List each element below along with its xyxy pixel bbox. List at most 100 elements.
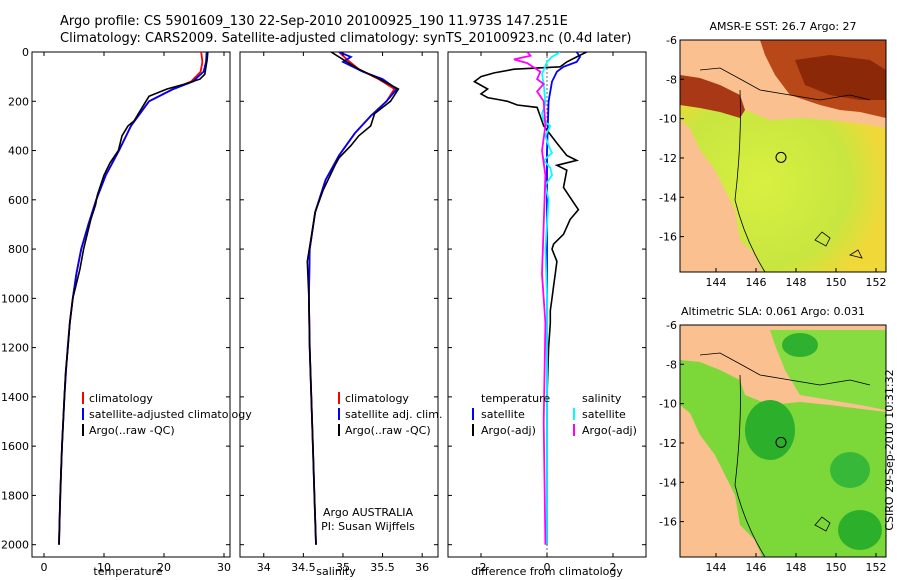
- x-tick-label: 0: [544, 561, 551, 574]
- temperature-legend: climatology satellite-adjusted climatolo…: [82, 392, 252, 437]
- series-temperature-satellite: [546, 52, 582, 545]
- sst-ocean: [680, 75, 886, 272]
- x-tick-label: 0: [41, 561, 48, 574]
- series-climatology: [307, 52, 396, 545]
- sst-islands: [814, 231, 863, 259]
- legend-label-temp-satellite: satellite: [481, 408, 525, 421]
- legend-label-argo: Argo(..raw -QC): [345, 424, 431, 437]
- legend-label-sal-satellite: satellite: [582, 408, 626, 421]
- series-satellite-adj-clim: [307, 52, 399, 545]
- sst-warm-coastal: [680, 75, 745, 118]
- map-y-tick-label: -14: [659, 191, 677, 204]
- sla-coastline-west: [734, 374, 766, 557]
- map-y-tick-label: -16: [659, 516, 677, 529]
- sla-profile-marker: [775, 436, 787, 448]
- map-y-tick-label: -6: [666, 34, 677, 47]
- legend-swatch-sal-argo: [573, 424, 575, 436]
- map-y-tick-label: -12: [659, 152, 677, 165]
- y-tick-label: 600: [8, 194, 29, 207]
- sla-high-blob-north: [782, 333, 818, 357]
- sla-map-title: Altimetric SLA: 0.061 Argo: 0.031: [681, 305, 865, 318]
- sst-hot-core: [795, 55, 886, 100]
- map-x-tick-label: 152: [866, 276, 887, 289]
- map-y-tick-label: -10: [659, 113, 677, 126]
- x-tick-label: 35: [336, 561, 350, 574]
- sla-islands: [814, 516, 831, 532]
- legend-label-climatology: climatology: [89, 392, 153, 405]
- series-salinity-argo-adj: [513, 52, 547, 545]
- sst-map-axes: [679, 39, 887, 273]
- legend-swatch-temp-satellite: [472, 408, 474, 420]
- sla-high-blob-center: [745, 400, 795, 460]
- legend-title-temperature: temperature: [481, 392, 550, 405]
- x-tick-label: 10: [97, 561, 111, 574]
- pi-label: PI: Susan Wijffels: [321, 520, 415, 533]
- x-tick-label: 30: [217, 561, 231, 574]
- difference-legend: temperature satellite Argo(-adj) salinit…: [472, 392, 637, 437]
- x-tick-label: -2: [476, 561, 487, 574]
- series-temperature-argo-adj: [472, 52, 587, 545]
- x-tick-label: 34: [257, 561, 271, 574]
- y-tick-label: 400: [8, 145, 29, 158]
- legend-title-salinity: salinity: [582, 392, 622, 405]
- sla-coastline-north: [699, 352, 871, 386]
- map-x-tick-label: 146: [746, 561, 767, 574]
- legend-swatch-argo: [338, 424, 340, 436]
- sla-high-blob-east: [830, 452, 870, 488]
- series-argo-raw-qc: [58, 52, 209, 545]
- legend-swatch-satellite: [82, 408, 84, 420]
- legend-swatch-climatology: [338, 392, 340, 404]
- difference-xlabel: difference from climatology: [471, 565, 623, 578]
- map-x-tick-label: 148: [786, 276, 807, 289]
- map-x-tick-label: 144: [706, 561, 727, 574]
- legend-label-satellite: satellite adj. clim.: [345, 408, 442, 421]
- map-y-tick-label: -16: [659, 231, 677, 244]
- y-tick-label: 1600: [1, 440, 29, 453]
- float-program-label: Argo AUSTRALIA: [323, 506, 413, 519]
- y-tick-label: 1000: [1, 292, 29, 305]
- legend-label-satellite: satellite-adjusted climatology: [89, 408, 252, 421]
- salinity-legend: climatology satellite adj. clim. Argo(..…: [338, 392, 442, 437]
- x-tick-label: 2: [610, 561, 617, 574]
- series-satellite-adjusted-climatology: [58, 52, 208, 545]
- sla-high-blob-south: [838, 510, 882, 550]
- map-x-tick-label: 152: [866, 561, 887, 574]
- y-tick-label: 1800: [1, 489, 29, 502]
- sst-coastline-west: [734, 89, 766, 272]
- timestamp-label: CSIRO 29-Sep-2010 10:31:32: [883, 369, 896, 530]
- legend-label-argo: Argo(..raw -QC): [89, 424, 175, 437]
- map-y-tick-label: -8: [666, 358, 677, 371]
- map-y-tick-label: -6: [666, 319, 677, 332]
- series-salinity-satellite: [541, 52, 561, 545]
- y-tick-label: 1200: [1, 342, 29, 355]
- salinity-axes: [239, 51, 439, 558]
- map-x-tick-label: 146: [746, 276, 767, 289]
- x-tick-label: 36: [415, 561, 429, 574]
- map-x-tick-label: 150: [826, 276, 847, 289]
- map-x-tick-label: 144: [706, 276, 727, 289]
- x-tick-label: 35.5: [370, 561, 395, 574]
- salinity-xlabel: salinity: [316, 565, 356, 578]
- legend-label-temp-argo: Argo(-adj): [481, 424, 536, 437]
- y-tick-label: 800: [8, 243, 29, 256]
- difference-panel: -2 0 2 difference from climatology tempera…: [447, 51, 647, 578]
- y-tick-label: 0: [22, 46, 29, 59]
- sst-profile-marker: [775, 151, 787, 163]
- map-y-tick-label: -14: [659, 476, 677, 489]
- legend-label-climatology: climatology: [345, 392, 409, 405]
- x-tick-label: 34.5: [291, 561, 316, 574]
- series-argo-raw-qc: [306, 52, 400, 545]
- sla-map: Altimetric SLA: 0.061 Argo: 0.031 144 146…: [659, 305, 887, 574]
- legend-swatch-temp-argo: [472, 424, 474, 436]
- header-line1: Argo profile: CS 5901609_130 22-Sep-2010…: [60, 14, 568, 29]
- legend-swatch-satellite: [338, 408, 340, 420]
- temperature-panel: 0 10 20 30 0 200 400 600 800 1000 1200 1400 1600 1800…: [1, 46, 252, 578]
- y-tick-label: 2000: [1, 539, 29, 552]
- map-y-tick-label: -10: [659, 398, 677, 411]
- legend-label-sal-argo: Argo(-adj): [582, 424, 637, 437]
- y-tick-label: 200: [8, 95, 29, 108]
- salinity-panel: 34 34.5 35 35.5 36 salinity climatology sate…: [239, 51, 442, 578]
- legend-swatch-argo: [82, 424, 84, 436]
- legend-swatch-sal-satellite: [573, 408, 575, 420]
